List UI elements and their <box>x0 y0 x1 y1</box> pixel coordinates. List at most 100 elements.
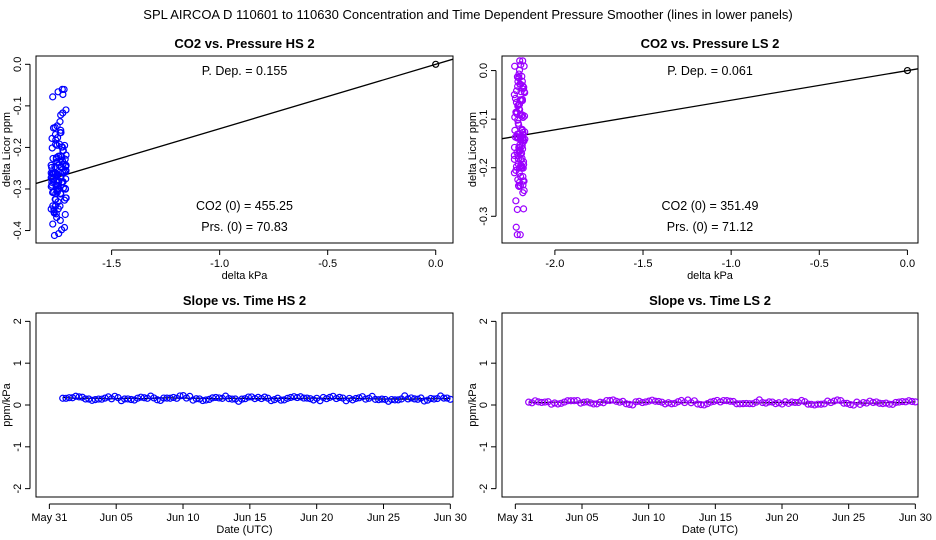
data-point <box>516 105 524 114</box>
y-tick-label: -0.4 <box>12 221 24 240</box>
data-point <box>52 140 60 148</box>
data-point <box>648 396 656 404</box>
fit-line <box>36 58 453 185</box>
data-point <box>905 397 913 405</box>
data-point <box>586 399 595 407</box>
panel-hs-pressure: CO2 vs. Pressure HS 2 -1.5 -1.0 -0.5 0.0 delt… <box>1 36 454 282</box>
x-tick-label: Jun 05 <box>565 512 598 524</box>
data-point <box>642 398 650 406</box>
data-point <box>153 396 161 404</box>
data-point <box>355 394 363 402</box>
data-point <box>515 73 523 81</box>
data-point <box>668 400 676 408</box>
data-point <box>391 396 399 404</box>
data-point <box>514 119 522 127</box>
data-point <box>362 395 370 403</box>
x-tick-label: -1.5 <box>102 258 121 270</box>
x-tick-label: Jun 05 <box>100 512 133 524</box>
data-point <box>326 393 334 401</box>
data-point <box>512 87 521 95</box>
y-tick-label: 2 <box>478 318 490 324</box>
data-point <box>169 393 178 402</box>
y-tick-label: 0.0 <box>12 57 24 72</box>
x-tick-label: Jun 20 <box>300 512 333 524</box>
data-point <box>212 393 220 402</box>
data-point <box>277 396 285 404</box>
data-point <box>519 172 527 181</box>
data-point <box>674 398 682 406</box>
data-point <box>52 136 60 144</box>
data-point <box>520 112 529 120</box>
data-point <box>541 398 549 406</box>
panel-title: CO2 vs. Pressure HS 2 <box>174 36 314 51</box>
data-point <box>872 398 880 406</box>
data-point <box>335 393 344 401</box>
data-point <box>516 132 524 141</box>
x-tick-label: Jun 30 <box>899 512 932 524</box>
data-point <box>514 77 522 86</box>
data-point <box>443 394 451 402</box>
data-point <box>512 197 520 205</box>
panel-title: Slope vs. Time HS 2 <box>183 293 306 308</box>
x-tick-label: 0.0 <box>900 258 915 270</box>
data-point <box>57 111 65 119</box>
data-point <box>518 125 526 134</box>
data-point <box>516 57 524 65</box>
data-point <box>54 205 62 213</box>
data-point <box>512 98 521 106</box>
data-point <box>47 169 55 177</box>
data-point <box>516 231 524 239</box>
data-point <box>622 400 630 408</box>
data-point <box>51 123 59 132</box>
data-point <box>885 400 893 408</box>
data-point <box>53 122 61 130</box>
data-point <box>349 396 357 404</box>
data-point <box>726 397 734 405</box>
y-tick-label: -2 <box>478 484 490 494</box>
data-point <box>516 182 525 190</box>
data-point <box>655 397 663 406</box>
data-point <box>791 398 799 407</box>
data-point <box>908 397 916 406</box>
data-point <box>911 398 918 406</box>
y-tick-label: -0.2 <box>12 138 24 157</box>
annotation: P. Dep. = 0.155 <box>202 64 288 78</box>
y-tick-label: -0.2 <box>478 158 490 177</box>
y-tick-label: -0.1 <box>12 96 24 115</box>
data-point <box>88 396 96 404</box>
x-axis-label: delta kPa <box>687 270 734 282</box>
data-point <box>525 398 533 406</box>
plot-frame <box>35 55 454 244</box>
data-point <box>518 112 526 120</box>
data-point <box>570 397 578 405</box>
data-point <box>62 162 70 170</box>
x-tick-label: -1.0 <box>210 258 229 270</box>
fit-line <box>502 68 918 140</box>
panel-title: Slope vs. Time LS 2 <box>649 293 771 308</box>
x-axis-label: Date (UTC) <box>682 524 738 536</box>
data-point <box>57 163 66 172</box>
y-axis-label: ppm/kPa <box>1 382 13 426</box>
data-point <box>267 397 275 405</box>
data-point <box>49 220 57 228</box>
data-point <box>833 396 841 404</box>
annotation: CO2 (0) = 351.49 <box>662 199 759 213</box>
plot-frame <box>501 55 919 244</box>
data-point <box>98 395 106 403</box>
data-point <box>61 155 69 163</box>
data-point <box>215 394 223 402</box>
data-point <box>512 166 520 174</box>
data-point <box>521 89 529 97</box>
x-tick-label: Jun 15 <box>699 512 732 524</box>
annotation: Prs. (0) = 71.12 <box>667 220 754 234</box>
data-point <box>59 109 67 117</box>
data-point <box>50 231 59 240</box>
data-point <box>261 393 269 401</box>
data-layer <box>59 391 453 405</box>
annotation: P. Dep. = 0.061 <box>667 64 753 78</box>
data-point <box>554 400 562 408</box>
data-point <box>137 393 145 401</box>
data-point <box>882 399 890 407</box>
data-point <box>124 395 132 403</box>
origin-point <box>903 66 912 75</box>
